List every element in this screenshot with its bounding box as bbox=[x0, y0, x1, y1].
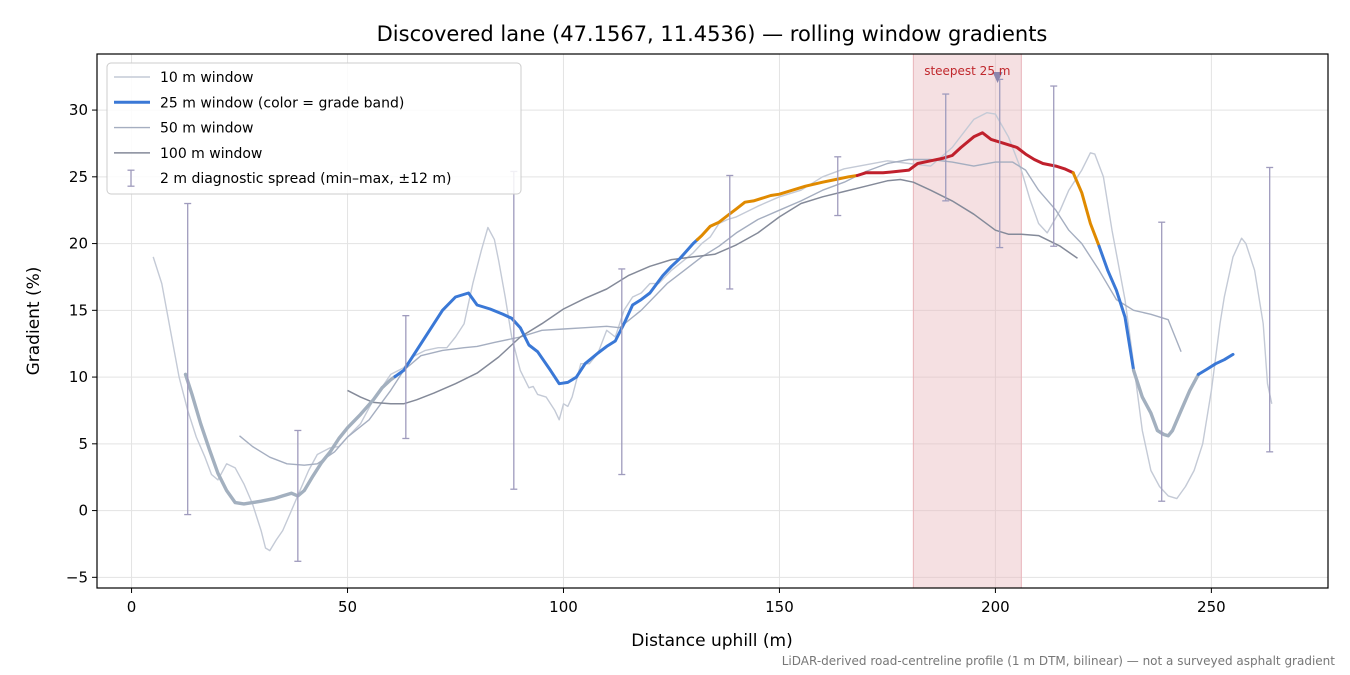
x-tick-label: 150 bbox=[765, 598, 794, 616]
legend: 10 m window 25 m window (color = grade ba… bbox=[106, 62, 522, 195]
legend-label: 2 m diagnostic spread (min–max, ±12 m) bbox=[160, 171, 451, 187]
x-tick-label: 200 bbox=[981, 598, 1010, 616]
legend-box bbox=[106, 62, 522, 195]
series-25m-segment-low bbox=[183, 372, 397, 506]
y-tick-label: −5 bbox=[66, 568, 88, 586]
series-25m-segment-steep bbox=[695, 174, 859, 242]
steepest-marker bbox=[992, 72, 1003, 84]
series-25m-segment-moderate bbox=[1196, 352, 1235, 376]
plot-area: steepest 25 m 0 50 100 150 200 250 −5 0 5 10 15 20 25… bbox=[66, 53, 1329, 616]
legend-label: 100 m window bbox=[160, 146, 262, 162]
x-axis-label: Distance uphill (m) bbox=[631, 631, 792, 651]
series-25m-segment-steepest bbox=[855, 131, 1075, 177]
y-tick-label: 0 bbox=[78, 502, 88, 520]
series-50m-line bbox=[239, 158, 1182, 466]
series-25m-segment-low bbox=[1131, 368, 1201, 438]
x-tick-label: 0 bbox=[127, 598, 137, 616]
y-tick-label: 15 bbox=[69, 301, 88, 319]
legend-label: 50 m window bbox=[160, 121, 253, 137]
series-25m-segment-steep bbox=[1071, 171, 1101, 248]
y-tick-label: 25 bbox=[69, 168, 88, 186]
series-25m-segment-moderate bbox=[1097, 244, 1136, 372]
series-100m-line bbox=[347, 178, 1078, 405]
steepest-band bbox=[912, 53, 1022, 589]
footnote: LiDAR-derived road-centreline profile (1… bbox=[782, 654, 1336, 668]
y-tick-label: 10 bbox=[69, 368, 88, 386]
series-10m-line bbox=[152, 112, 1273, 552]
y-tick-label: 5 bbox=[78, 435, 88, 453]
y-tick-label: 30 bbox=[69, 101, 88, 119]
chart-title: Discovered lane (47.1567, 11.4536) — rol… bbox=[377, 22, 1048, 46]
series-group bbox=[152, 112, 1273, 552]
y-axis-label: Gradient (%) bbox=[24, 267, 44, 376]
y-tick-label: 20 bbox=[69, 235, 88, 253]
legend-label: 25 m window (color = grade band) bbox=[160, 95, 404, 111]
x-tick-label: 250 bbox=[1197, 598, 1226, 616]
x-tick-label: 100 bbox=[549, 598, 578, 616]
axes-frame bbox=[96, 53, 1329, 589]
legend-label: 10 m window bbox=[160, 70, 253, 86]
steepest-annotation: steepest 25 m bbox=[924, 64, 1010, 78]
x-tick-label: 50 bbox=[338, 598, 357, 616]
series-25m-segment-moderate bbox=[393, 238, 699, 386]
